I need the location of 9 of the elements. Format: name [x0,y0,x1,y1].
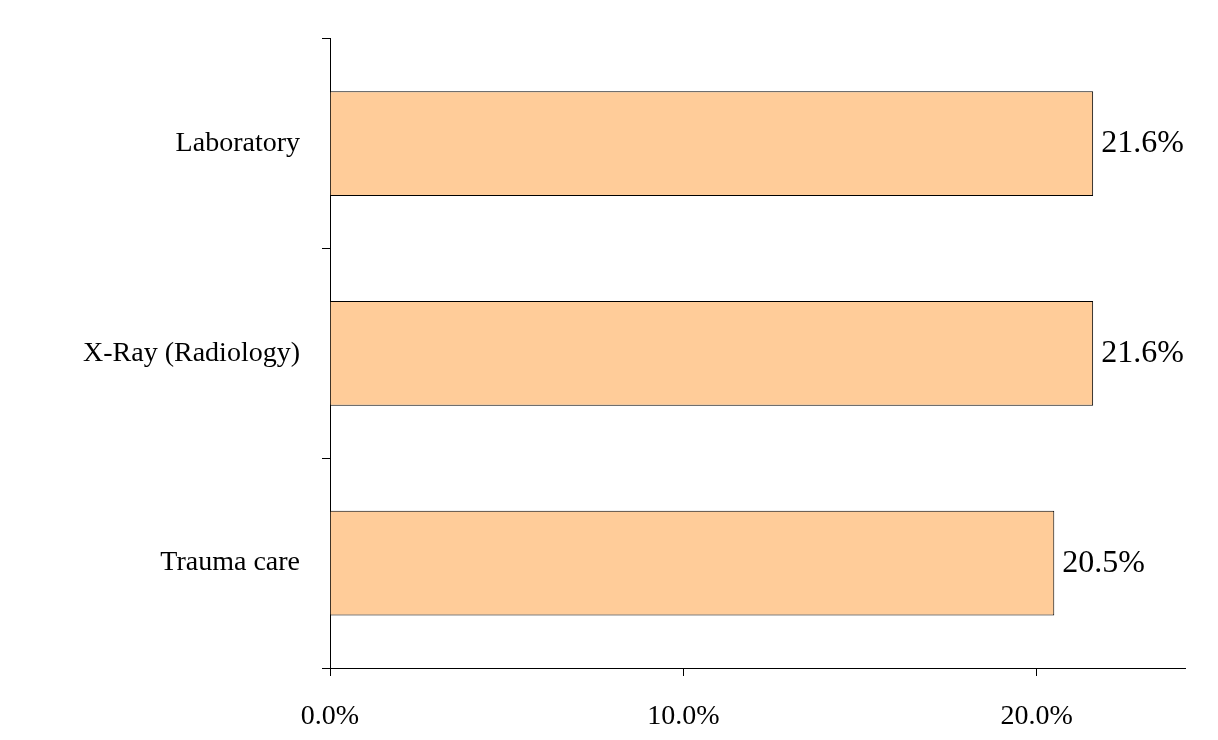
x-tick-label: 10.0% [647,699,720,731]
x-tick-label: 0.0% [300,699,360,731]
y-tick-label: X-Ray (Radiology) [83,335,300,367]
data-label: 21.6% [1101,123,1184,160]
data-label: 20.5% [1062,542,1145,579]
data-label: 21.6% [1101,332,1184,369]
y-tick-label: Trauma care [160,545,300,577]
y-tick-label: Laboratory [175,126,300,158]
x-tick-label: 20.0% [1000,699,1073,731]
